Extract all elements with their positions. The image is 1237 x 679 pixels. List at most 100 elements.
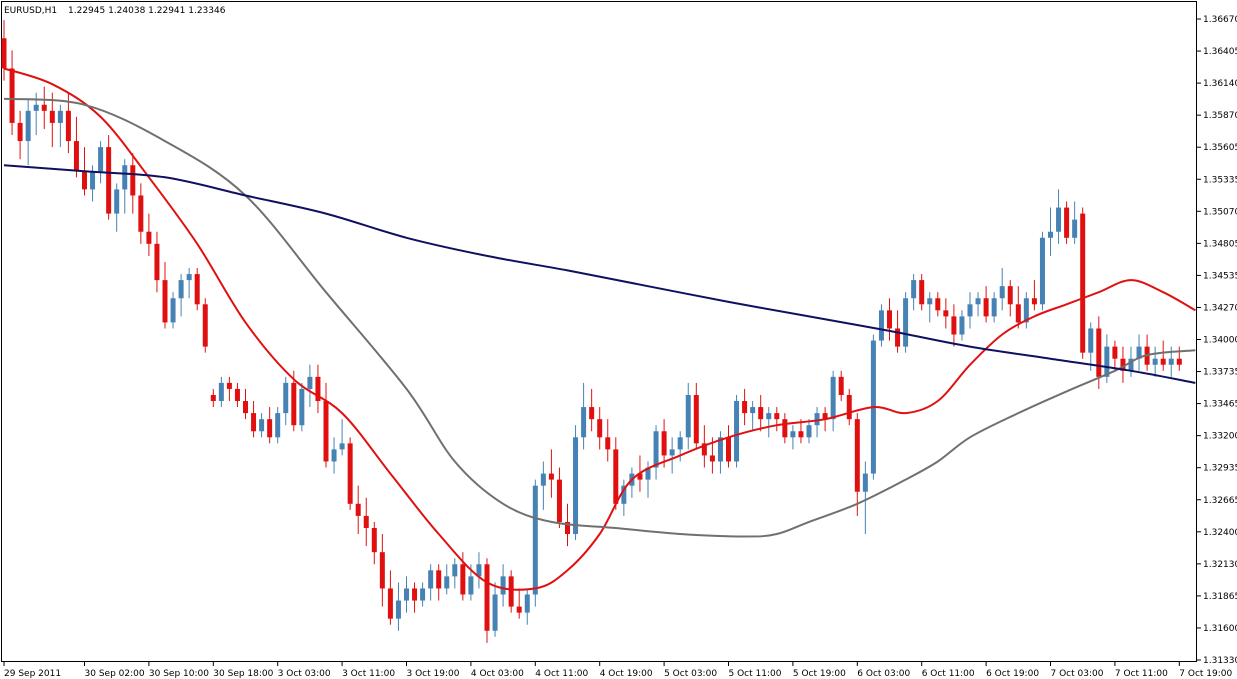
candle-body — [476, 564, 482, 577]
candle-body — [1, 38, 7, 69]
candle — [1120, 346, 1126, 383]
candle-body — [138, 195, 144, 232]
candle — [49, 92, 55, 148]
candle — [484, 558, 490, 643]
y-tick-label: 1.32935 — [1203, 464, 1237, 474]
moving-averages-layer — [3, 67, 1196, 591]
candle — [887, 298, 892, 341]
candle — [1031, 280, 1037, 311]
candle-body — [186, 274, 192, 281]
candle — [597, 407, 603, 450]
price-axis: 1.36670 1.36405 1.36140 1.35870 1.35605 1.353… — [1196, 15, 1237, 666]
candle-body — [1023, 298, 1029, 323]
candle — [500, 564, 506, 607]
candle-body — [17, 122, 23, 142]
x-tick-label: 5 Oct 11:00 — [729, 669, 782, 679]
x-tick-label: 7 Oct 03:00 — [1051, 669, 1104, 679]
candle — [347, 437, 353, 510]
candle-body — [291, 382, 297, 426]
candle — [540, 461, 546, 510]
candle — [717, 431, 723, 474]
x-tick-label: 30 Sep 10:00 — [149, 669, 209, 679]
candle — [903, 292, 909, 353]
candle-body — [975, 298, 981, 305]
candle-body — [645, 467, 651, 480]
candle-body — [275, 413, 281, 438]
candle — [194, 268, 200, 311]
candle — [243, 388, 248, 420]
quote-values: 1.22945 1.24038 1.22941 1.23346 — [68, 6, 226, 16]
candle-body — [605, 437, 611, 450]
candle — [790, 425, 796, 450]
y-tick-label: 1.31600 — [1203, 624, 1237, 634]
candle-body — [1039, 237, 1045, 305]
candle-body — [428, 570, 434, 589]
candle — [428, 564, 434, 601]
candle-body — [766, 413, 772, 420]
candle — [339, 419, 345, 456]
candle-body — [516, 606, 522, 613]
candle-body — [251, 413, 257, 432]
candle-body — [846, 394, 852, 420]
candle-body — [259, 419, 265, 432]
candle-body — [226, 382, 232, 389]
x-tick-label: 3 Oct 19:00 — [407, 669, 460, 679]
candle — [532, 479, 538, 607]
candle — [661, 419, 667, 468]
candle-body — [1168, 358, 1174, 365]
candle-body — [838, 376, 844, 395]
candle — [1064, 201, 1070, 244]
candle — [154, 231, 160, 293]
candle-body — [315, 376, 321, 402]
candle — [412, 582, 418, 613]
y-tick-label: 1.33200 — [1203, 432, 1237, 442]
candle — [452, 558, 458, 589]
candle-body — [1015, 304, 1021, 323]
candle-body — [178, 280, 184, 299]
candle-body — [919, 280, 925, 305]
candle — [959, 310, 965, 341]
candle-body — [589, 407, 595, 420]
candle — [162, 261, 168, 329]
candle-body — [862, 473, 868, 492]
candle — [1015, 286, 1021, 329]
candle — [251, 401, 257, 438]
candle — [508, 570, 514, 613]
candle-body — [1088, 328, 1094, 353]
candle — [983, 286, 989, 323]
candle — [323, 382, 329, 468]
candle — [734, 394, 740, 468]
candle-body — [854, 419, 860, 492]
y-tick-label: 1.32130 — [1203, 560, 1237, 570]
candle — [315, 364, 321, 414]
candle — [1088, 322, 1094, 371]
candle-body — [106, 147, 112, 214]
candle-body — [33, 104, 39, 111]
candle-body — [1120, 358, 1126, 371]
candle-body — [742, 401, 748, 414]
candle-body — [307, 376, 313, 389]
candle-body — [983, 298, 989, 317]
y-tick-label: 1.31865 — [1203, 592, 1237, 602]
candle — [975, 292, 981, 317]
candle-body — [967, 304, 973, 317]
candle-body — [9, 68, 15, 123]
x-tick-label: 29 Sep 2011 — [4, 669, 61, 679]
candle — [291, 370, 297, 432]
candle — [1080, 207, 1086, 359]
candle-body — [637, 473, 643, 480]
candle-body — [1152, 358, 1158, 365]
candle — [395, 582, 401, 631]
candle-body — [243, 401, 248, 414]
y-tick-label: 1.33465 — [1203, 400, 1237, 410]
candle-body — [194, 274, 200, 305]
candle — [130, 153, 136, 214]
candle-body — [412, 588, 418, 601]
candle — [838, 370, 844, 402]
candle-body — [951, 316, 957, 335]
moving-average-line-3 — [3, 164, 1196, 384]
candle-body — [41, 104, 47, 111]
candle — [1152, 346, 1158, 377]
candle-body — [935, 298, 941, 311]
